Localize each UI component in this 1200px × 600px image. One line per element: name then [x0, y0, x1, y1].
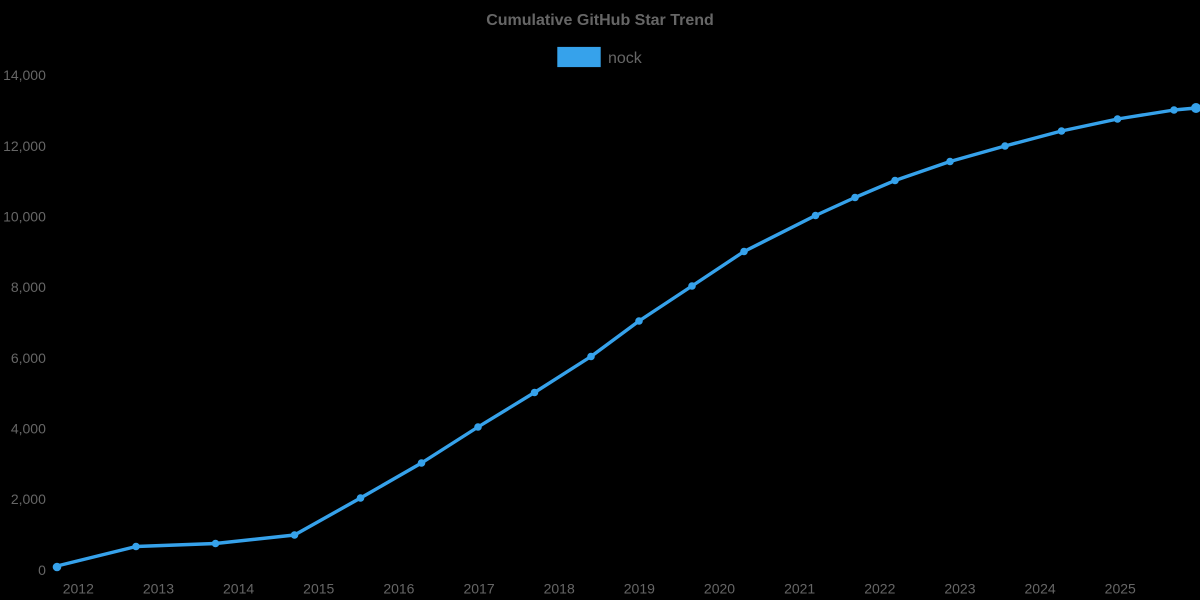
svg-text:2,000: 2,000	[11, 491, 46, 507]
svg-text:Cumulative GitHub Star Trend: Cumulative GitHub Star Trend	[486, 12, 714, 29]
svg-text:nock: nock	[608, 50, 643, 67]
svg-text:12,000: 12,000	[3, 138, 46, 154]
svg-text:2025: 2025	[1105, 581, 1136, 597]
svg-text:2020: 2020	[704, 581, 735, 597]
svg-text:14,000: 14,000	[3, 67, 46, 83]
svg-text:8,000: 8,000	[11, 279, 46, 295]
svg-text:2021: 2021	[784, 581, 815, 597]
svg-text:2022: 2022	[864, 581, 895, 597]
svg-text:0: 0	[38, 562, 46, 578]
svg-text:2015: 2015	[303, 581, 334, 597]
svg-text:10,000: 10,000	[3, 209, 46, 225]
svg-text:2023: 2023	[944, 581, 975, 597]
svg-text:2013: 2013	[143, 581, 174, 597]
svg-text:2019: 2019	[624, 581, 655, 597]
svg-text:4,000: 4,000	[11, 421, 46, 437]
svg-text:2018: 2018	[544, 581, 575, 597]
svg-text:2016: 2016	[383, 581, 414, 597]
svg-text:2012: 2012	[63, 581, 94, 597]
svg-text:6,000: 6,000	[11, 350, 46, 366]
svg-text:2017: 2017	[463, 581, 494, 597]
svg-text:2014: 2014	[223, 581, 254, 597]
svg-text:2024: 2024	[1025, 581, 1056, 597]
